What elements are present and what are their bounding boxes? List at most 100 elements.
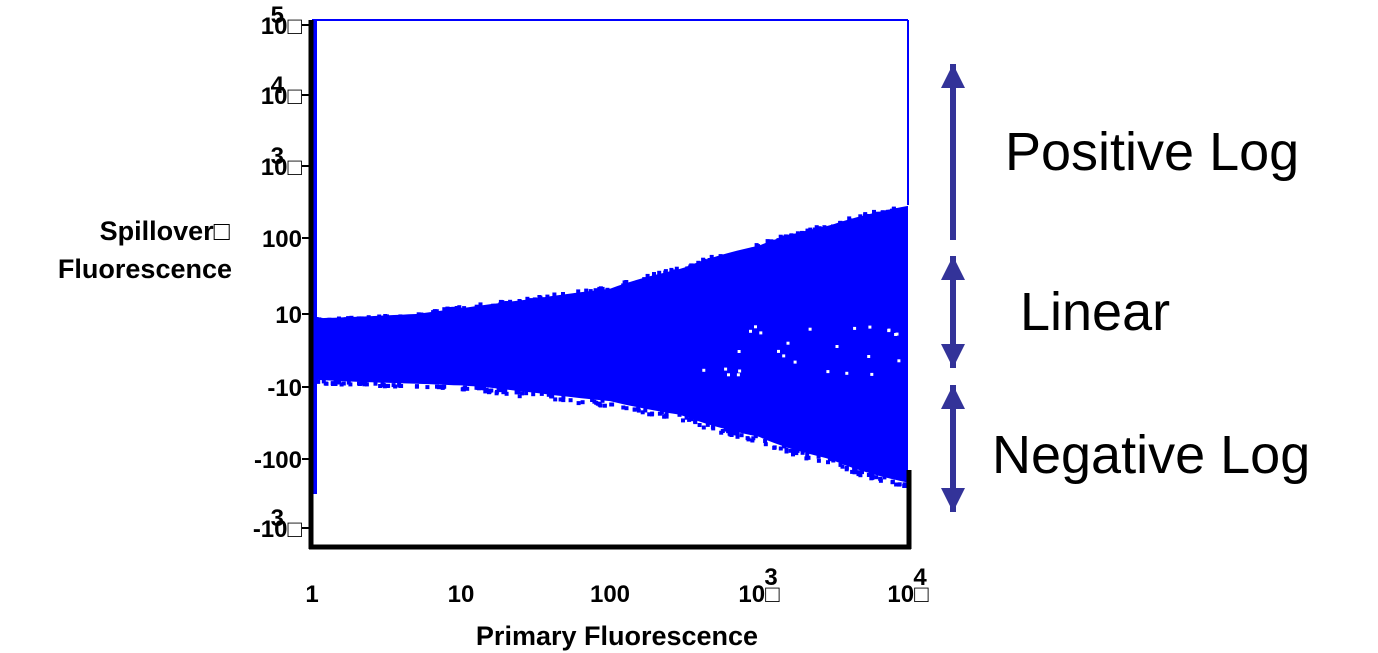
data-point — [474, 308, 479, 312]
data-point — [750, 247, 755, 252]
data-point — [784, 449, 789, 454]
x-tick-label: 10□ — [738, 581, 780, 608]
data-point — [758, 245, 763, 250]
data-point — [378, 384, 383, 388]
y-axis-label-line-2: Fluorescence — [58, 254, 232, 284]
data-point — [595, 290, 600, 295]
y-axis-label-line-1: Spillover□ — [100, 216, 231, 246]
data-point — [520, 391, 525, 396]
data-point — [831, 224, 835, 229]
data-point — [800, 231, 805, 235]
data-point — [440, 385, 445, 390]
data-point — [872, 209, 876, 214]
data-point — [457, 305, 462, 310]
data-point — [822, 225, 827, 230]
data-point — [853, 468, 858, 472]
data-point — [359, 316, 364, 321]
plot-area — [312, 20, 908, 494]
data-point — [805, 228, 810, 233]
data-point — [531, 392, 536, 397]
data-point — [487, 390, 491, 395]
data-point — [689, 417, 694, 422]
sparse-gap — [754, 325, 757, 329]
data-point — [614, 288, 619, 293]
sparse-gap — [738, 369, 742, 373]
data-point — [544, 298, 549, 303]
sparse-gap — [870, 372, 874, 376]
data-point — [482, 306, 487, 310]
data-point — [735, 431, 740, 436]
sparse-gap — [887, 329, 891, 333]
data-point — [753, 434, 758, 439]
data-point — [324, 381, 329, 386]
data-point — [451, 307, 456, 312]
data-point — [588, 289, 593, 294]
data-point — [552, 292, 557, 297]
data-point — [474, 385, 479, 390]
sparse-gap — [835, 345, 839, 348]
data-point — [411, 314, 416, 319]
data-point — [751, 436, 756, 441]
data-point — [723, 427, 728, 432]
data-point — [498, 388, 503, 393]
data-point — [817, 226, 822, 231]
data-point — [746, 437, 751, 442]
data-point — [483, 389, 488, 394]
data-point — [318, 317, 323, 322]
data-point — [856, 218, 861, 223]
data-point — [772, 445, 777, 450]
data-point — [717, 257, 722, 262]
data-point — [800, 233, 805, 238]
data-point — [819, 229, 824, 234]
data-point — [866, 473, 871, 477]
sparse-gap — [897, 359, 901, 363]
data-point — [874, 475, 879, 480]
data-point — [858, 214, 863, 219]
data-point — [657, 270, 662, 275]
data-point — [664, 414, 669, 419]
data-point — [754, 243, 759, 248]
data-point — [750, 438, 755, 443]
data-point — [850, 469, 855, 474]
data-point — [701, 425, 706, 430]
data-point — [838, 220, 843, 225]
data-point — [573, 293, 578, 298]
data-point — [346, 316, 351, 321]
data-point — [701, 257, 706, 262]
data-point — [341, 381, 346, 386]
data-point — [827, 457, 832, 462]
data-point — [566, 295, 571, 300]
data-point — [576, 289, 581, 294]
data-point — [790, 235, 795, 240]
data-point — [659, 410, 664, 415]
data-point — [707, 258, 712, 262]
data-point — [652, 272, 656, 276]
data-point — [677, 412, 682, 417]
data-point — [636, 406, 641, 411]
data-point — [812, 227, 817, 232]
data-point — [337, 317, 342, 322]
region-annotations: Positive Log Linear Negative Log — [941, 64, 1310, 512]
data-point — [518, 299, 522, 304]
data-point — [878, 476, 883, 481]
data-point — [733, 252, 738, 257]
data-point — [726, 429, 731, 434]
y-tick-label: 10□ — [261, 154, 303, 181]
data-point — [373, 381, 378, 386]
data-point — [856, 470, 861, 475]
data-point — [529, 298, 534, 303]
data-point — [784, 235, 789, 240]
data-point — [360, 381, 365, 386]
data-point — [590, 398, 595, 402]
data-point — [831, 458, 836, 463]
data-point — [539, 391, 544, 396]
data-point — [719, 430, 724, 435]
data-point — [685, 266, 690, 271]
data-point — [366, 315, 371, 320]
data-point — [385, 384, 390, 388]
data-point — [432, 312, 437, 317]
sparse-gap — [793, 360, 797, 364]
data-point — [769, 239, 774, 244]
data-point — [674, 266, 679, 271]
data-point — [441, 311, 446, 316]
